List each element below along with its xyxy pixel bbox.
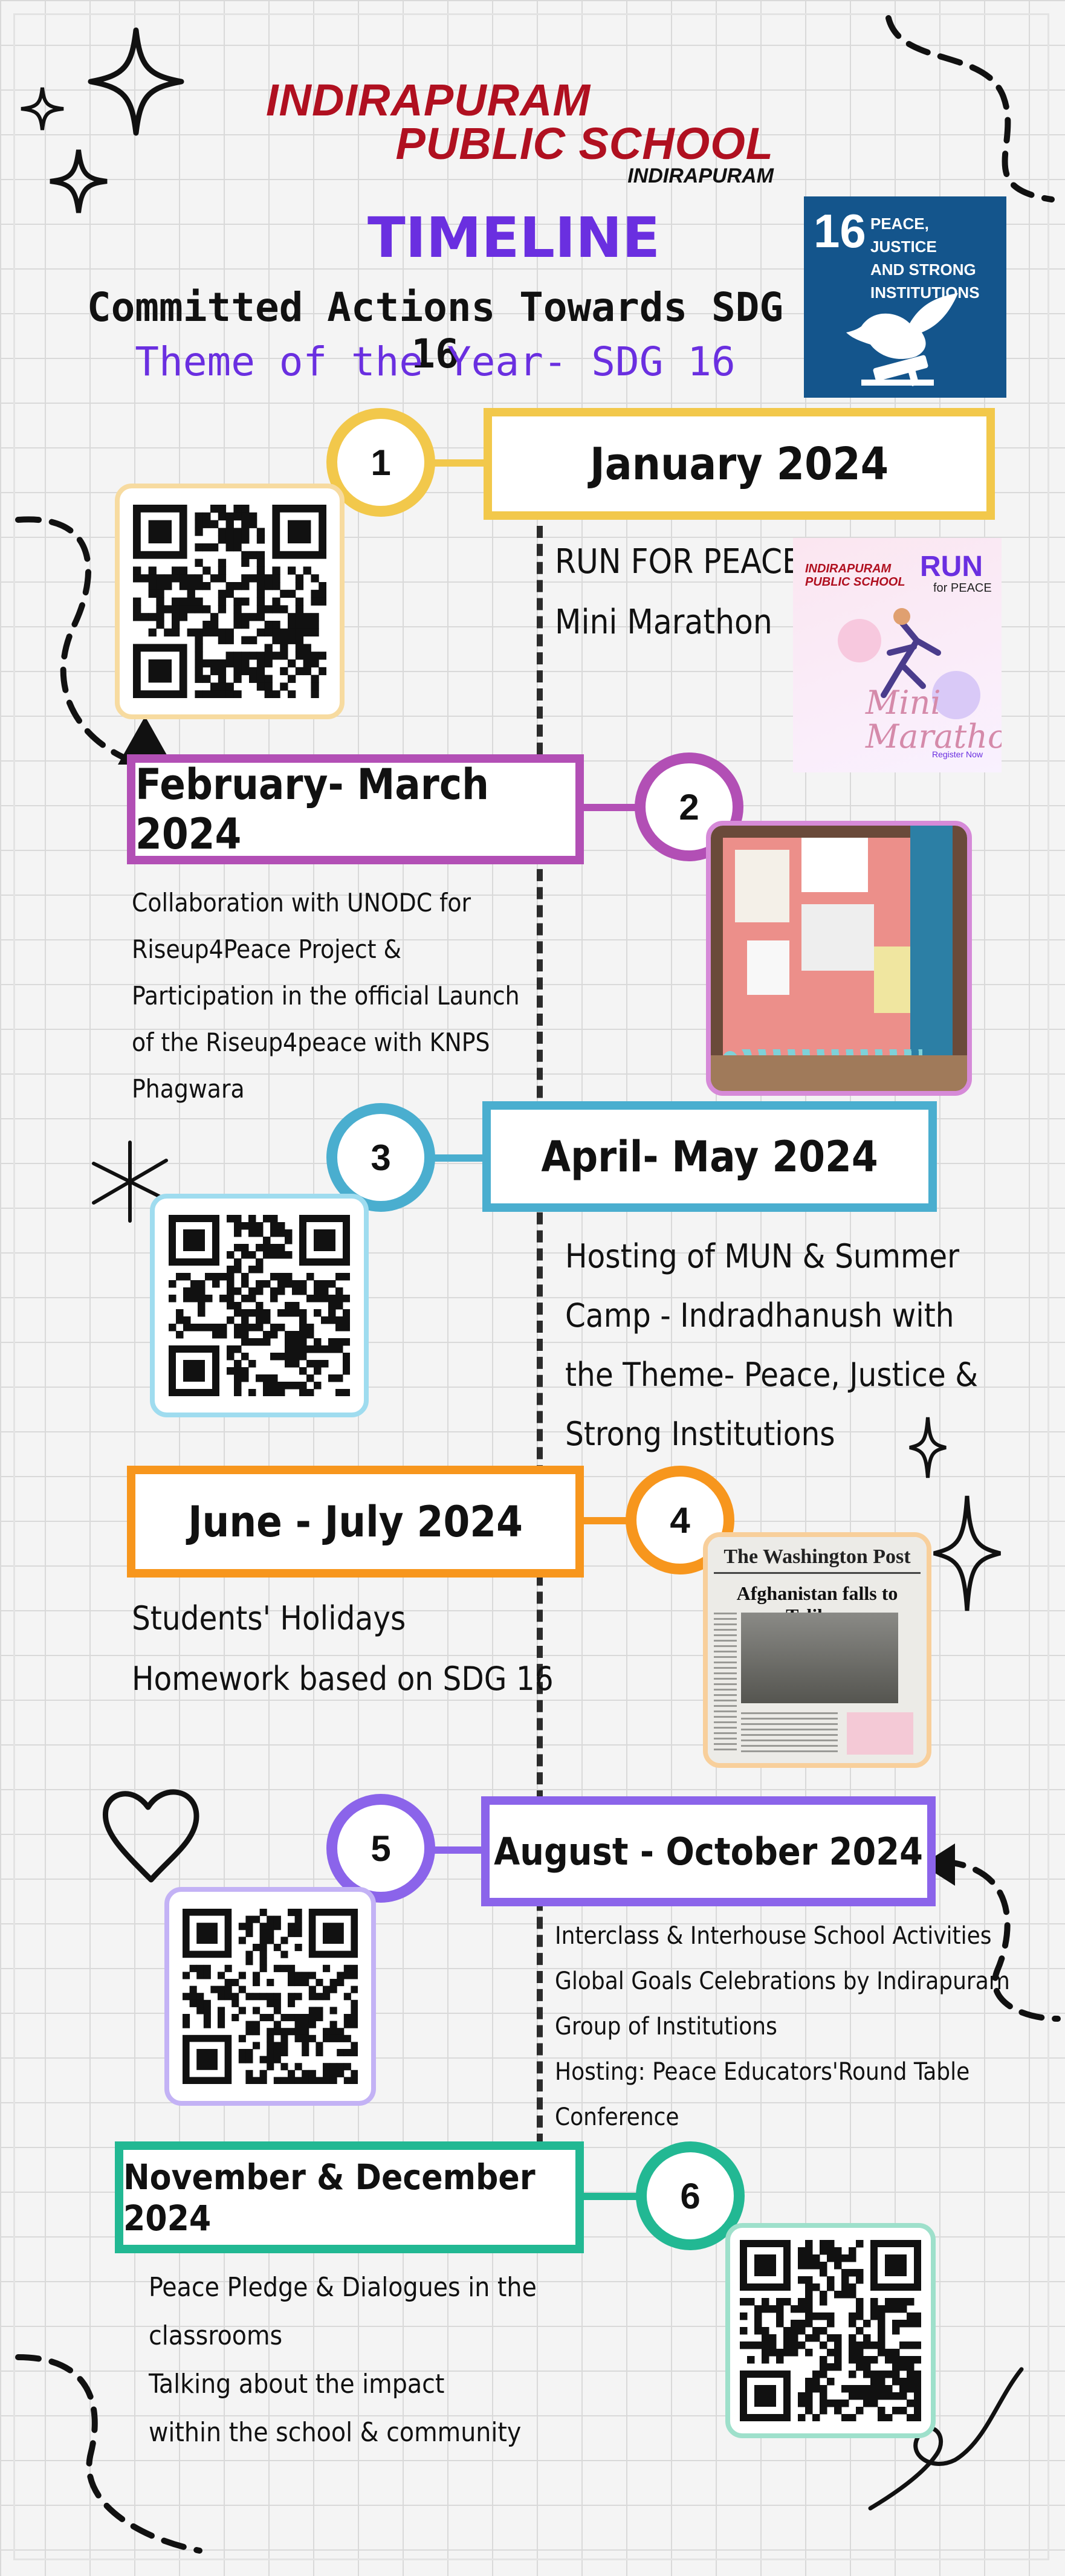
school-name-line2: PUBLIC SCHOOL <box>395 118 774 169</box>
small-sparkle-icon <box>21 87 64 131</box>
qr-code <box>133 505 326 698</box>
poster-brand: INDIRAPURAM PUBLIC SCHOOL <box>805 562 905 589</box>
connector <box>423 1846 490 1854</box>
run-for-peace-poster: INDIRAPURAM PUBLIC SCHOOL RUN for PEACE … <box>793 538 1002 772</box>
period-january-2024: January 2024 <box>484 408 995 520</box>
small-sparkle-icon <box>909 1417 947 1478</box>
period-june-july-2024: June - July 2024 <box>127 1466 584 1578</box>
sparkle-icon <box>88 27 184 136</box>
period-august-october-2024: August - October 2024 <box>481 1796 936 1906</box>
runner-illustration <box>838 608 980 719</box>
event-3-description: Hosting of MUN & Summer Camp - Indradhan… <box>565 1237 979 1453</box>
poster-register: Register Now <box>932 749 983 759</box>
connector <box>574 2193 641 2200</box>
heart-doodle-icon <box>102 1789 199 1883</box>
dashed-curve-decoration <box>15 2354 202 2554</box>
event-6-description: Peace Pledge & Dialogues in the classroo… <box>149 2272 537 2448</box>
qr-code <box>740 2240 921 2421</box>
connector <box>423 459 490 467</box>
page-subtitle: Committed Actions Towards SDG 16 <box>86 284 784 377</box>
event-1-description: RUN FOR PEACE Mini Marathon <box>555 542 801 642</box>
newspaper-photo <box>741 1613 898 1703</box>
theme-of-year: Theme of the Year- SDG 16 <box>135 338 736 385</box>
sdg-16-badge: 16 PEACE, JUSTICE AND STRONG INSTITUTION… <box>804 196 1006 398</box>
newspaper-photo-frame: The Washington Post Afghanistan falls to… <box>703 1532 931 1768</box>
school-location: INDIRAPURAM <box>627 164 774 187</box>
arrow-head-icon <box>118 716 172 765</box>
qr-code <box>169 1215 350 1396</box>
page-border <box>13 13 1049 2560</box>
connector <box>574 1517 641 1524</box>
event-4-description: Students' Holidays Homework based on SDG… <box>132 1599 554 1698</box>
qr-frame-1[interactable] <box>115 484 345 719</box>
qr-frame-5[interactable] <box>164 1887 376 2106</box>
sdg-label: PEACE, JUSTICE AND STRONG INSTITUTIONS <box>870 215 980 302</box>
sparkle-icon <box>50 149 108 213</box>
dashed-arrow-decoration <box>15 516 136 765</box>
sdg-number: 16 <box>814 204 866 257</box>
timeline-axis <box>537 526 543 2146</box>
period-february-march-2024: February- March 2024 <box>127 754 584 864</box>
photo-frame-2 <box>706 821 972 1096</box>
connector <box>574 804 641 811</box>
school-name-line1: INDIRAPURAM <box>266 75 591 125</box>
qr-code <box>183 1909 358 2084</box>
dove-gavel-icon <box>846 293 958 387</box>
poster-script: Mini Marathon <box>866 684 1002 756</box>
connector <box>423 1154 490 1162</box>
school-name: INDIRAPURAM PUBLIC SCHOOL <box>260 75 774 169</box>
event-5-description: Interclass & Interhouse School Activitie… <box>555 1922 1010 2131</box>
event-2-description: Collaboration with UNODC for Riseup4Peac… <box>132 888 520 1104</box>
page-title: TIMELINE <box>367 205 661 270</box>
qr-frame-6[interactable] <box>725 2223 936 2438</box>
poster-for-peace: for PEACE <box>933 581 992 595</box>
step-6-circle: 6 <box>636 2141 745 2250</box>
asterisk-doodle-icon <box>92 1141 168 1223</box>
dashed-curve-decoration <box>885 15 1055 202</box>
newspaper-masthead: The Washington Post <box>723 1545 911 1568</box>
period-april-may-2024: April- May 2024 <box>482 1101 937 1212</box>
dashed-arrow-decoration <box>922 1843 1061 2022</box>
qr-frame-3[interactable] <box>150 1194 369 1417</box>
step-5-circle: 5 <box>326 1794 435 1903</box>
period-november-december-2024: November & December 2024 <box>115 2141 584 2253</box>
sparkle-icon <box>933 1495 1001 1611</box>
poster-run: RUN <box>920 551 983 583</box>
